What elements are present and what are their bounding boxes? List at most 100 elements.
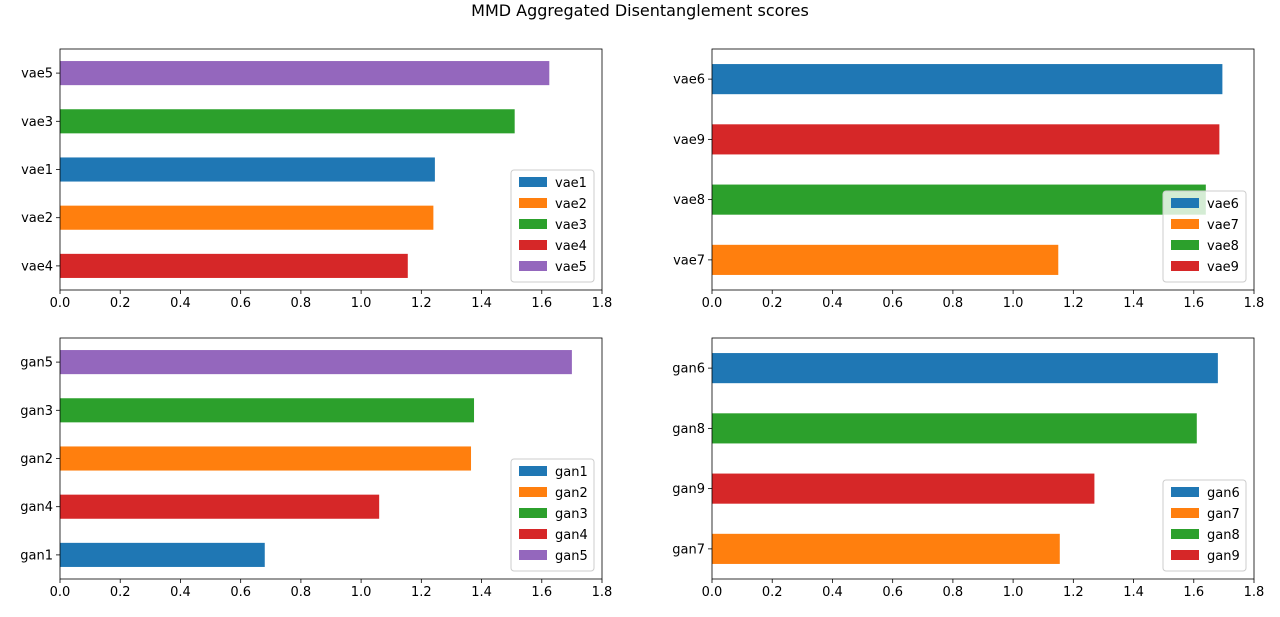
x-tick-label: 1.8 — [592, 585, 613, 600]
x-tick-label: 0.8 — [291, 296, 312, 311]
bar-vae8 — [712, 184, 1206, 215]
y-tick-label: gan8 — [672, 422, 705, 437]
legend-label-gan7: gan7 — [1207, 507, 1240, 522]
subplot-1: 0.0 0.2 0.4 0.6 0.8 1.0 1.2 1.4 1.6 1.8 vae4 vae2 va… — [21, 48, 613, 311]
legend-swatch-vae9 — [1171, 261, 1199, 271]
bar-gan1 — [60, 542, 265, 567]
legend: vae6 vae7 vae8 vae9 — [1162, 190, 1247, 283]
y-tick-label: vae4 — [21, 259, 53, 274]
figure-suptitle: MMD Aggregated Disentanglement scores — [471, 1, 809, 20]
axes-frame — [711, 48, 1255, 291]
y-tick-label: gan1 — [20, 548, 53, 563]
y-tick-label: gan3 — [20, 404, 53, 419]
x-tick-label: 1.6 — [531, 585, 552, 600]
legend-label-vae4: vae4 — [555, 239, 587, 254]
x-tick-label: 0.2 — [110, 296, 131, 311]
subplot-4: 0.0 0.2 0.4 0.6 0.8 1.0 1.2 1.4 1.6 1.8gan7gan9ga… — [672, 337, 1265, 600]
legend-swatch-gan9 — [1171, 550, 1199, 560]
x-tick-label: 1.4 — [471, 296, 492, 311]
legend-label-gan2: gan2 — [555, 486, 588, 501]
legend-swatch-vae7 — [1171, 219, 1199, 229]
x-tick-label: 0.0 — [702, 585, 723, 600]
legend-label-gan3: gan3 — [555, 507, 588, 522]
legend-swatch-vae5 — [519, 261, 547, 271]
x-tick-label: 1.6 — [531, 296, 552, 311]
bar-gan3 — [60, 398, 475, 423]
x-tick-label: 1.8 — [1244, 585, 1265, 600]
x-tick-label: 0.4 — [170, 585, 191, 600]
y-tick-label: gan5 — [20, 356, 53, 371]
x-tick-label: 0.6 — [230, 296, 251, 311]
bar-vae1 — [60, 157, 435, 182]
y-tick-label: vae8 — [673, 193, 705, 208]
legend-label-gan9: gan9 — [1207, 549, 1240, 564]
x-tick-label: 0.4 — [170, 296, 191, 311]
x-tick-label: 0.6 — [230, 585, 251, 600]
legend-swatch-gan7 — [1171, 508, 1199, 518]
legend-swatch-gan8 — [1171, 529, 1199, 539]
bar-vae2 — [60, 205, 434, 230]
legend-frame — [1162, 190, 1247, 283]
x-tick-label: 1.0 — [351, 296, 372, 311]
y-tick-label: gan9 — [672, 482, 705, 497]
bar-gan6 — [712, 353, 1218, 384]
legend-swatch-gan5 — [519, 550, 547, 560]
legend-label-gan4: gan4 — [555, 528, 588, 543]
y-tick-label: vae1 — [21, 163, 53, 178]
x-tick-label: 1.0 — [1003, 296, 1024, 311]
x-tick-label: 0.8 — [943, 585, 964, 600]
legend-swatch-gan1 — [519, 466, 547, 476]
x-tick-label: 1.0 — [351, 585, 372, 600]
x-tick-label: 0.6 — [882, 585, 903, 600]
x-tick-label: 0.2 — [762, 296, 783, 311]
legend: gan6 gan7 gan8 gan9 — [1162, 479, 1247, 572]
x-tick-label: 1.6 — [1183, 585, 1204, 600]
x-tick-label: 0.8 — [291, 585, 312, 600]
y-tick-label: vae7 — [673, 253, 705, 268]
legend-label-vae7: vae7 — [1207, 218, 1239, 233]
subplot-3: 0.0 0.2 0.4 0.6 0.8 1.0 1.2 1.4 1.6 1.8gan1gan4ga… — [20, 337, 613, 600]
x-tick-label: 1.4 — [471, 585, 492, 600]
x-tick-label: 0.6 — [882, 296, 903, 311]
bar-gan9 — [712, 473, 1095, 504]
legend: gan1 gan2 gan3 gan4 gan5 — [510, 458, 595, 572]
legend-swatch-gan6 — [1171, 487, 1199, 497]
x-tick-label: 1.2 — [411, 585, 432, 600]
x-tick-label: 1.4 — [1123, 585, 1144, 600]
x-tick-label: 0.4 — [822, 585, 843, 600]
legend-label-vae6: vae6 — [1207, 197, 1239, 212]
bar-gan7 — [712, 533, 1060, 564]
y-tick-label: vae2 — [21, 211, 53, 226]
bar-gan5 — [60, 350, 572, 375]
y-tick-label: vae6 — [673, 73, 705, 88]
bar-vae9 — [712, 124, 1220, 155]
legend-swatch-vae1 — [519, 177, 547, 187]
x-tick-label: 0.0 — [702, 296, 723, 311]
bar-gan4 — [60, 494, 380, 519]
legend-label-gan6: gan6 — [1207, 486, 1240, 501]
bar-gan8 — [712, 413, 1197, 444]
legend-swatch-vae6 — [1171, 198, 1199, 208]
bar-vae7 — [712, 244, 1059, 275]
x-tick-label: 1.2 — [1063, 585, 1084, 600]
subplot-2: 0.0 0.2 0.4 0.6 0.8 1.0 1.2 1.4 1.6 1.8vae7vae8va… — [673, 48, 1264, 311]
legend-swatch-vae2 — [519, 198, 547, 208]
x-tick-label: 0.0 — [50, 296, 71, 311]
legend-label-vae5: vae5 — [555, 260, 587, 275]
x-tick-label: 1.2 — [1063, 296, 1084, 311]
x-tick-label: 0.2 — [762, 585, 783, 600]
bar-vae4 — [60, 253, 408, 278]
axes-frame — [711, 337, 1255, 580]
legend-swatch-vae3 — [519, 219, 547, 229]
legend-label-vae1: vae1 — [555, 176, 587, 191]
legend-label-gan5: gan5 — [555, 549, 588, 564]
x-tick-label: 1.2 — [411, 296, 432, 311]
x-tick-label: 1.8 — [592, 296, 613, 311]
subplot-grid: 0.0 0.2 0.4 0.6 0.8 1.0 1.2 1.4 1.6 1.8 vae4 vae2 va… — [20, 48, 1265, 600]
legend-swatch-gan4 — [519, 529, 547, 539]
legend-label-vae8: vae8 — [1207, 239, 1239, 254]
x-tick-label: 1.6 — [1183, 296, 1204, 311]
legend-swatch-vae4 — [519, 240, 547, 250]
legend-label-vae2: vae2 — [555, 197, 587, 212]
